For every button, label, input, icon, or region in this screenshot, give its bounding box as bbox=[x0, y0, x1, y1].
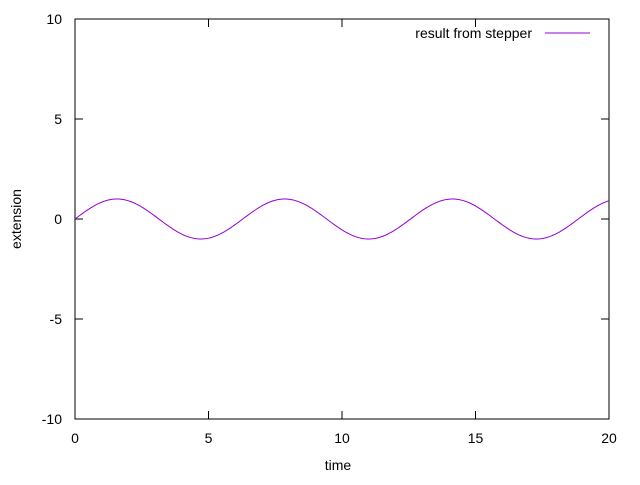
x-tick-label: 5 bbox=[205, 430, 213, 446]
axis-ticks bbox=[74, 18, 610, 420]
x-axis-label: time bbox=[325, 457, 352, 473]
x-tick-label: 20 bbox=[601, 430, 617, 446]
x-tick-label: 15 bbox=[468, 430, 484, 446]
y-tick-label: -10 bbox=[42, 411, 62, 427]
x-tick-label: 0 bbox=[71, 430, 79, 446]
series-layer bbox=[74, 198, 610, 240]
y-tick-label: -5 bbox=[50, 311, 63, 327]
legend-label: result from stepper bbox=[415, 25, 532, 41]
x-tick-label: 10 bbox=[334, 430, 350, 446]
legend: result from stepper bbox=[415, 25, 590, 41]
y-tick-label: 10 bbox=[46, 11, 62, 27]
y-tick-label: 0 bbox=[54, 211, 62, 227]
y-axis-label: extension bbox=[8, 189, 24, 249]
y-tick-label: 5 bbox=[54, 111, 62, 127]
axis-tick-labels: 0 5 10 15 20 -10 -5 0 5 10 bbox=[42, 11, 617, 446]
series-line bbox=[74, 198, 610, 240]
plot-frame bbox=[74, 18, 610, 420]
